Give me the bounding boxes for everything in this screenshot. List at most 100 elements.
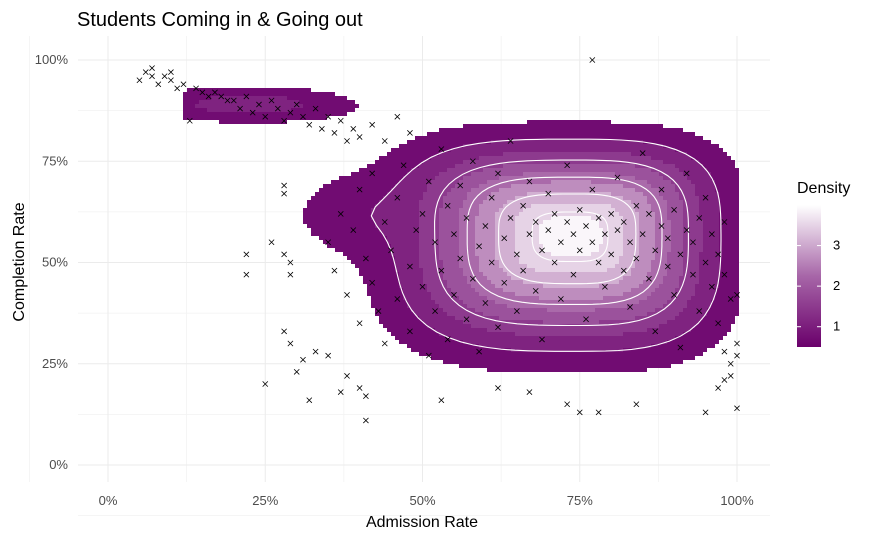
density-cell (267, 100, 271, 104)
density-cell (219, 100, 223, 104)
density-cell (251, 104, 255, 108)
density-cell (583, 216, 587, 220)
density-cell (323, 216, 327, 220)
density-cell (639, 212, 643, 216)
density-cell (703, 292, 707, 296)
density-cell (691, 220, 695, 224)
density-cell (491, 208, 495, 212)
density-cell (531, 228, 535, 232)
density-cell (515, 156, 519, 160)
density-cell (319, 220, 323, 224)
density-cell (507, 260, 511, 264)
density-cell (671, 256, 675, 260)
density-cell (695, 188, 699, 192)
density-cell (271, 92, 275, 96)
density-cell (611, 124, 615, 128)
density-cell (435, 236, 439, 240)
density-cell (623, 192, 627, 196)
density-cell (627, 292, 631, 296)
density-cell (451, 164, 455, 168)
density-cell (699, 296, 703, 300)
density-cell (451, 184, 455, 188)
density-cell (551, 124, 555, 128)
density-cell (579, 208, 583, 212)
density-cell (375, 160, 379, 164)
density-cell (639, 152, 643, 156)
density-cell (407, 284, 411, 288)
density-cell (503, 148, 507, 152)
density-cell (575, 184, 579, 188)
density-cell (475, 292, 479, 296)
density-cell (411, 312, 415, 316)
density-cell (483, 140, 487, 144)
density-cell (587, 248, 591, 252)
density-cell (471, 308, 475, 312)
density-cell (599, 140, 603, 144)
density-cell (631, 216, 635, 220)
density-cell (699, 288, 703, 292)
density-cell (371, 180, 375, 184)
density-cell (695, 252, 699, 256)
density-cell (495, 196, 499, 200)
density-cell (323, 228, 327, 232)
density-cell (447, 256, 451, 260)
density-cell (335, 188, 339, 192)
density-cell (431, 300, 435, 304)
density-cell (639, 316, 643, 320)
density-cell (599, 204, 603, 208)
density-cell (719, 284, 723, 288)
density-cell (495, 128, 499, 132)
density-cell (263, 96, 267, 100)
density-cell (667, 244, 671, 248)
density-cell (543, 208, 547, 212)
density-cell (403, 180, 407, 184)
density-cell (723, 180, 727, 184)
density-cell (603, 236, 607, 240)
density-cell (459, 236, 463, 240)
density-cell (523, 144, 527, 148)
density-cell (239, 100, 243, 104)
density-cell (567, 296, 571, 300)
density-cell (735, 228, 739, 232)
density-cell (523, 160, 527, 164)
density-cell (619, 196, 623, 200)
density-cell (479, 172, 483, 176)
density-cell (383, 216, 387, 220)
density-cell (639, 272, 643, 276)
density-cell (575, 128, 579, 132)
density-cell (455, 312, 459, 316)
density-cell (491, 280, 495, 284)
density-cell (415, 316, 419, 320)
density-cell (599, 260, 603, 264)
density-cell (559, 276, 563, 280)
density-cell (183, 92, 187, 96)
density-cell (655, 128, 659, 132)
density-cell (579, 148, 583, 152)
density-cell (427, 228, 431, 232)
density-cell (555, 208, 559, 212)
density-cell (607, 144, 611, 148)
density-cell (379, 292, 383, 296)
density-cell (323, 96, 327, 100)
density-cell (579, 236, 583, 240)
density-cell (479, 136, 483, 140)
density-cell (531, 256, 535, 260)
density-cell (671, 196, 675, 200)
density-cell (543, 172, 547, 176)
density-cell (671, 176, 675, 180)
density-cell (639, 156, 643, 160)
density-cell (483, 204, 487, 208)
density-cell (591, 264, 595, 268)
density-cell (603, 288, 607, 292)
density-cell (491, 212, 495, 216)
density-cell (651, 284, 655, 288)
density-cell (647, 136, 651, 140)
density-cell (519, 196, 523, 200)
density-cell (567, 148, 571, 152)
density-cell (607, 232, 611, 236)
density-cell (423, 276, 427, 280)
density-cell (339, 196, 343, 200)
density-cell (419, 300, 423, 304)
density-cell (495, 284, 499, 288)
density-cell (415, 276, 419, 280)
